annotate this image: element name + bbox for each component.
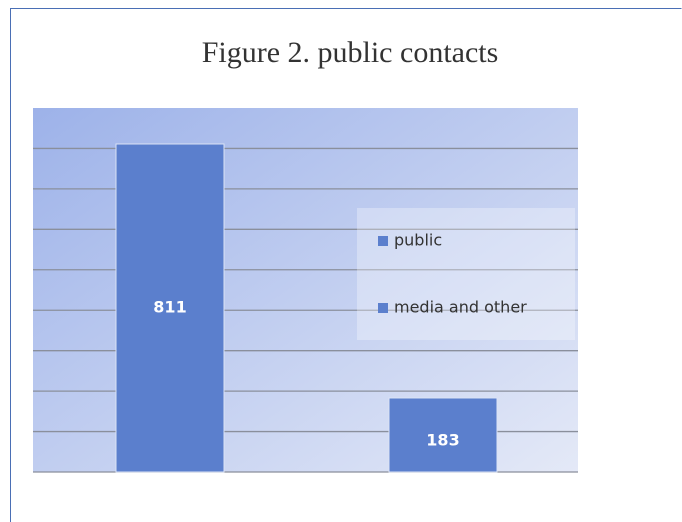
legend-swatch	[378, 236, 388, 246]
chart-title: Figure 2. public contacts	[202, 36, 499, 69]
bar	[388, 397, 498, 473]
legend-swatch	[378, 303, 388, 313]
data-label: 183	[426, 430, 459, 449]
legend-box	[357, 208, 575, 340]
legend-label: public	[394, 231, 442, 250]
bar	[115, 143, 225, 473]
frame	[10, 8, 682, 522]
legend-label: media and other	[394, 298, 527, 317]
data-label: 811	[153, 297, 186, 316]
